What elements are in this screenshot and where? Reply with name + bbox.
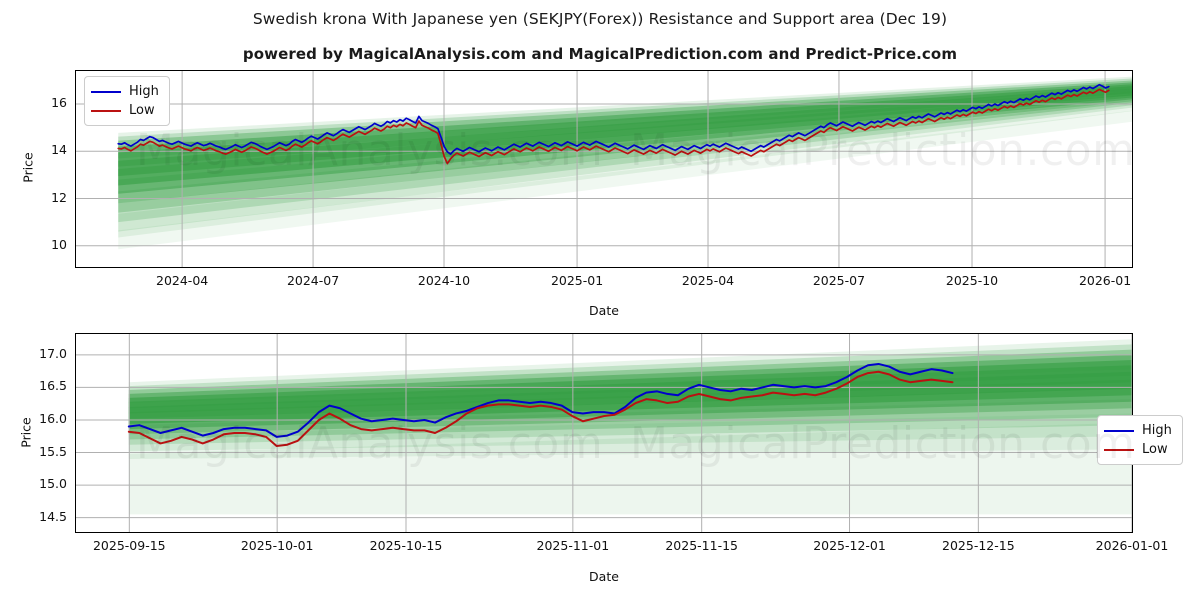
- legend-label-high: High: [1142, 423, 1172, 438]
- x-tick-label: 2025-10: [945, 273, 999, 288]
- page-subtitle: powered by MagicalAnalysis.com and Magic…: [242, 45, 958, 63]
- y-tick-label: 15.5: [39, 443, 67, 459]
- x-tick-label: 2025-10-15: [369, 538, 443, 553]
- legend-swatch-low: [91, 109, 121, 112]
- overview-legend: High Low: [84, 76, 170, 126]
- overview-chart-plot-area: [75, 70, 1133, 268]
- legend-label-low: Low: [129, 103, 155, 118]
- overview-x-axis-label: Date: [589, 303, 619, 318]
- x-tick-label: 2026-01: [1078, 273, 1132, 288]
- zoom-legend: High Low: [1097, 415, 1183, 465]
- x-tick-label: 2024-07: [286, 273, 340, 288]
- y-tick-label: 15.0: [39, 476, 67, 492]
- x-tick-label: 2025-01: [550, 273, 604, 288]
- page-title: Swedish krona With Japanese yen (SEKJPY(…: [252, 10, 948, 28]
- zoom-x-axis-label: Date: [589, 569, 619, 584]
- zoom-chart-plot-area: [75, 333, 1133, 533]
- legend-label-low: Low: [1142, 442, 1168, 457]
- x-tick-label: 2025-09-15: [92, 538, 166, 553]
- legend-entry-low: Low: [91, 101, 161, 120]
- x-tick-label: 2025-10-01: [240, 538, 314, 553]
- x-tick-label: 2026-01-01: [1095, 538, 1169, 553]
- x-tick-label: 2025-11-15: [665, 538, 738, 553]
- y-tick-label: 16.5: [39, 378, 67, 394]
- x-tick-label: 2024-04: [156, 273, 209, 288]
- x-tick-label: 2025-12-15: [942, 538, 1015, 553]
- legend-swatch-high: [1104, 429, 1134, 432]
- y-tick-label: 12: [51, 189, 67, 205]
- y-tick-label: 14: [51, 142, 67, 158]
- x-tick-label: 2025-04: [681, 273, 735, 288]
- legend-entry-high: High: [91, 82, 161, 101]
- x-tick-label: 2025-07: [812, 273, 866, 288]
- y-tick-label: 14.5: [39, 508, 67, 524]
- y-tick-label: 16.0: [39, 410, 67, 426]
- legend-entry-high: High: [1104, 421, 1174, 440]
- x-tick-label: 2025-11-01: [536, 538, 610, 553]
- y-tick-label: 17.0: [39, 345, 67, 361]
- x-tick-label: 2024-10: [417, 273, 471, 288]
- legend-swatch-low: [1104, 448, 1134, 451]
- legend-swatch-high: [91, 90, 121, 93]
- y-tick-label: 10: [51, 236, 67, 252]
- legend-label-high: High: [129, 84, 159, 99]
- legend-entry-low: Low: [1104, 440, 1174, 459]
- y-tick-label: 16: [51, 95, 67, 111]
- x-tick-label: 2025-12-01: [813, 538, 886, 553]
